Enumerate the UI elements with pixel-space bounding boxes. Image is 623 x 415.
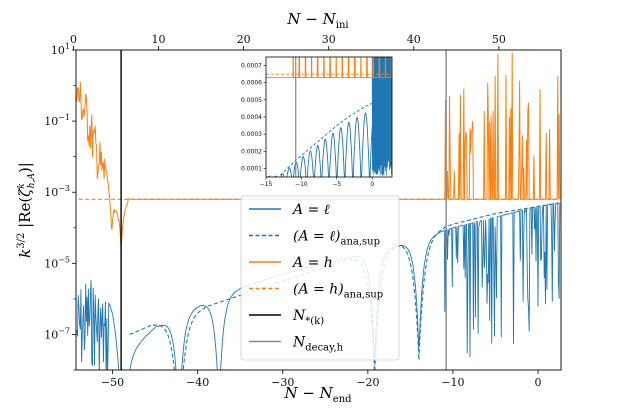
inset-y-tick-label: 0.0007: [241, 63, 262, 70]
top-x-tick-label: 50: [492, 33, 506, 46]
plot-frame: [75, 49, 562, 371]
inset-y-tick-label: 0.0004: [241, 114, 262, 121]
svg-text:k3/2 |Re(ζkh,A)|: k3/2 |Re(ζkh,A)|: [16, 162, 37, 258]
y-tick-label: 10−7: [44, 326, 70, 341]
inset-x-tick-label: −15: [260, 181, 273, 188]
legend-box: [240, 195, 400, 361]
inset-series-l-dense: [371, 57, 392, 176]
top-x-tick-label: 30: [322, 33, 336, 46]
top-x-axis-title: N − Nini: [286, 10, 348, 31]
x-tick-label: −50: [101, 376, 124, 389]
legend-label: (A = ℓ)ana,sup: [293, 229, 380, 248]
inset-x-tick-label: −5: [332, 181, 341, 188]
legend-label: A = h: [291, 255, 333, 271]
inset-y-tick-label: 0.0001: [241, 165, 262, 172]
x-tick-label: −30: [271, 376, 294, 389]
inset-y-tick-label: 0.0002: [241, 148, 262, 155]
inset-y-tick-label: 0.0005: [241, 97, 262, 104]
top-x-tick-label: 40: [407, 33, 421, 46]
x-tick-label: −20: [356, 376, 379, 389]
y-tick-label: 101: [51, 42, 70, 57]
legend-label: N*(k): [292, 308, 324, 327]
legend-label: Ndecay,h: [292, 335, 344, 354]
inset-y-tick-label: 0.0006: [241, 80, 262, 87]
y-tick-label: 10−1: [44, 113, 70, 128]
x-axis-title: N − Nend: [283, 384, 352, 405]
legend-label: A = ℓ: [291, 202, 330, 218]
legend-label: (A = h)ana,sup: [293, 282, 383, 301]
inset-series-h-line: [266, 57, 392, 79]
inset-x-tick-label: −10: [295, 181, 308, 188]
y-axis-title: k3/2 |Re(ζkh,A)|: [16, 162, 37, 258]
inset-plot-area: [266, 57, 392, 177]
inset-series-l-ana-sup-line: [279, 95, 391, 176]
inset-series-l-line: [267, 112, 373, 177]
inset-y-tick-label: 0.0003: [241, 131, 262, 138]
x-tick-label: 0: [535, 376, 542, 389]
y-tick-label: 10−3: [44, 184, 70, 199]
top-x-tick-label: 10: [152, 33, 166, 46]
x-tick-label: −40: [186, 376, 209, 389]
top-x-tick-label: 20: [237, 33, 251, 46]
x-tick-label: −10: [441, 376, 464, 389]
top-x-tick-label: 0: [70, 33, 77, 46]
inset-x-tick-label: 0: [370, 181, 374, 188]
y-tick-label: 10−5: [44, 255, 70, 270]
